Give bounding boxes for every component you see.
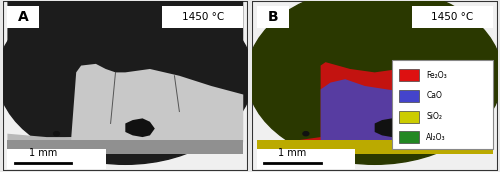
Bar: [257, 6, 288, 28]
Text: SiO₂: SiO₂: [426, 112, 442, 121]
Bar: [399, 131, 419, 143]
Text: B: B: [268, 10, 278, 24]
Bar: [399, 90, 419, 102]
Text: CaO: CaO: [426, 92, 442, 100]
Polygon shape: [126, 118, 155, 137]
Text: 1 mm: 1 mm: [278, 148, 306, 158]
Bar: [8, 141, 243, 154]
Polygon shape: [8, 64, 243, 142]
Bar: [257, 149, 355, 169]
Text: Al₂O₃: Al₂O₃: [426, 133, 446, 142]
Text: 1 mm: 1 mm: [29, 148, 57, 158]
Bar: [399, 111, 419, 123]
Polygon shape: [374, 118, 404, 137]
Bar: [392, 61, 492, 149]
Bar: [8, 149, 106, 169]
Text: Fe₂O₃: Fe₂O₃: [426, 71, 447, 80]
Bar: [257, 141, 492, 154]
Circle shape: [303, 132, 309, 136]
Bar: [162, 6, 243, 28]
Bar: [412, 6, 492, 28]
Bar: [8, 6, 40, 28]
Text: A: A: [18, 10, 29, 24]
Text: 1450 °C: 1450 °C: [431, 12, 473, 22]
Polygon shape: [8, 134, 72, 142]
Polygon shape: [257, 79, 448, 142]
Circle shape: [247, 0, 500, 164]
Circle shape: [54, 132, 60, 136]
Polygon shape: [8, 1, 243, 95]
Polygon shape: [257, 62, 492, 142]
Text: 1450 °C: 1450 °C: [182, 12, 224, 22]
Circle shape: [0, 0, 253, 164]
Bar: [399, 69, 419, 81]
